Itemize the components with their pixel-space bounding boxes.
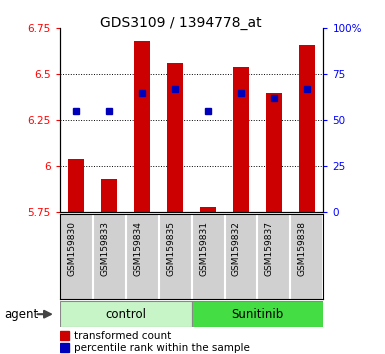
Bar bbox=[167, 63, 183, 212]
Text: Sunitinib: Sunitinib bbox=[231, 308, 284, 321]
Text: GSM159837: GSM159837 bbox=[265, 221, 274, 276]
Bar bbox=[101, 179, 117, 212]
Bar bbox=[200, 207, 216, 212]
FancyBboxPatch shape bbox=[60, 301, 191, 327]
Text: GSM159835: GSM159835 bbox=[166, 221, 175, 276]
Bar bbox=[266, 93, 282, 212]
Bar bbox=[299, 45, 315, 212]
Bar bbox=[233, 67, 249, 212]
Text: control: control bbox=[105, 308, 146, 321]
Text: percentile rank within the sample: percentile rank within the sample bbox=[74, 343, 250, 353]
Bar bbox=[60, 343, 69, 353]
Text: agent: agent bbox=[4, 308, 38, 321]
Bar bbox=[60, 331, 69, 340]
Bar bbox=[134, 41, 150, 212]
Text: GSM159834: GSM159834 bbox=[133, 221, 142, 276]
Bar bbox=[68, 159, 84, 212]
Text: GSM159831: GSM159831 bbox=[199, 221, 208, 276]
Text: transformed count: transformed count bbox=[74, 331, 171, 341]
Text: GSM159830: GSM159830 bbox=[67, 221, 76, 276]
Text: GSM159832: GSM159832 bbox=[232, 221, 241, 276]
Text: GDS3109 / 1394778_at: GDS3109 / 1394778_at bbox=[100, 16, 262, 30]
Text: GSM159838: GSM159838 bbox=[298, 221, 307, 276]
Text: GSM159833: GSM159833 bbox=[100, 221, 109, 276]
FancyBboxPatch shape bbox=[191, 301, 323, 327]
